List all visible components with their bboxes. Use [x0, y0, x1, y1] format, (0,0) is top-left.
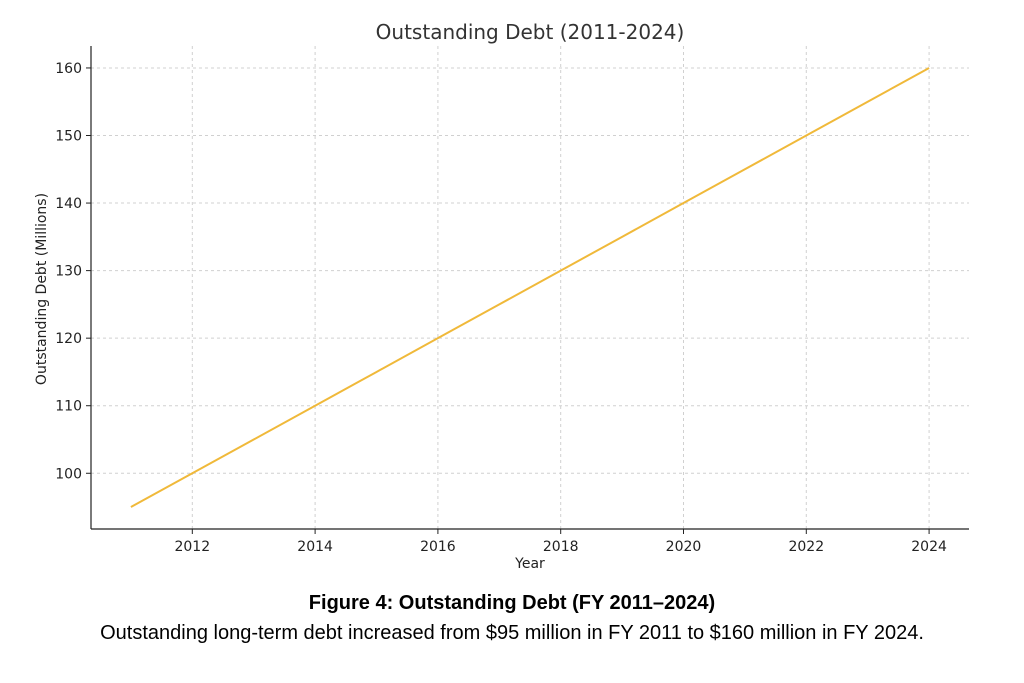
y-tick-label: 140 [55, 196, 82, 212]
y-tick-label: 110 [55, 399, 82, 415]
y-axis-label: Outstanding Debt (Millions) [34, 193, 50, 385]
x-tick-label: 2018 [543, 539, 579, 555]
x-axis-label: Year [514, 556, 545, 572]
y-tick-label: 130 [55, 264, 82, 280]
x-tick-label: 2012 [174, 539, 210, 555]
series-line [130, 67, 930, 508]
y-tick-label: 150 [55, 129, 82, 145]
figure-caption-title: Figure 4: Outstanding Debt (FY 2011–2024… [308, 592, 716, 614]
x-tick-label: 2024 [911, 539, 947, 555]
y-tick-label: 100 [55, 466, 82, 482]
chart-title: Outstanding Debt (2011-2024) [376, 20, 685, 44]
line-chart: Outstanding Debt (2011-2024) 2012 2014 201… [34, 20, 969, 572]
y-tick-label: 160 [55, 61, 82, 77]
x-tick-label: 2022 [788, 539, 824, 555]
grid [91, 46, 969, 529]
axes [90, 46, 969, 530]
x-tick-label: 2014 [297, 539, 333, 555]
series-group [130, 67, 930, 508]
x-tick-label: 2016 [420, 539, 456, 555]
figure-caption-text: Outstanding long-term debt increased fro… [100, 622, 924, 644]
x-tick-label: 2020 [666, 539, 702, 555]
y-tick-label: 120 [55, 331, 82, 347]
y-axis-ticks: 100 110 120 130 140 150 160 [55, 61, 91, 482]
x-axis-ticks: 2012 2014 2016 2018 2020 2022 2024 [174, 529, 947, 555]
